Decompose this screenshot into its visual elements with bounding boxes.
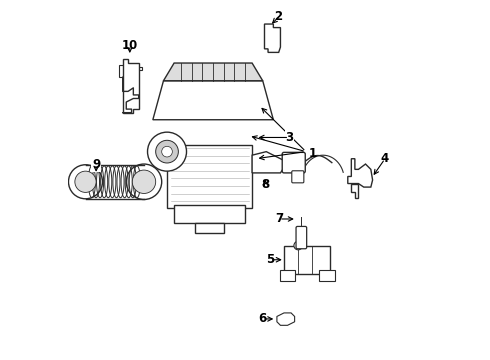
- Circle shape: [132, 170, 156, 193]
- Polygon shape: [265, 24, 280, 53]
- Text: 10: 10: [122, 39, 138, 52]
- Polygon shape: [348, 159, 372, 187]
- Circle shape: [156, 140, 178, 163]
- Polygon shape: [280, 270, 294, 281]
- Text: 1: 1: [308, 147, 317, 160]
- Polygon shape: [122, 59, 139, 113]
- FancyBboxPatch shape: [296, 226, 307, 249]
- Polygon shape: [252, 152, 288, 173]
- Circle shape: [294, 241, 302, 250]
- FancyBboxPatch shape: [292, 171, 304, 183]
- Polygon shape: [277, 313, 294, 325]
- Text: 6: 6: [259, 312, 267, 325]
- Polygon shape: [319, 270, 335, 281]
- Polygon shape: [119, 65, 142, 77]
- Polygon shape: [174, 205, 245, 222]
- Polygon shape: [167, 145, 252, 208]
- Text: 5: 5: [267, 253, 274, 266]
- Polygon shape: [164, 63, 263, 81]
- Text: 9: 9: [92, 158, 100, 171]
- FancyBboxPatch shape: [282, 152, 305, 173]
- Text: 8: 8: [261, 178, 270, 191]
- Text: 3: 3: [285, 131, 294, 144]
- Circle shape: [126, 164, 162, 199]
- Text: 7: 7: [275, 212, 283, 225]
- Polygon shape: [153, 81, 273, 120]
- Circle shape: [147, 132, 187, 171]
- Polygon shape: [196, 222, 224, 233]
- Polygon shape: [351, 184, 358, 198]
- FancyBboxPatch shape: [268, 32, 277, 46]
- Text: 2: 2: [274, 10, 283, 23]
- Polygon shape: [284, 246, 330, 274]
- Circle shape: [69, 165, 102, 199]
- Circle shape: [162, 146, 172, 157]
- Circle shape: [75, 171, 96, 192]
- Text: 4: 4: [381, 152, 389, 165]
